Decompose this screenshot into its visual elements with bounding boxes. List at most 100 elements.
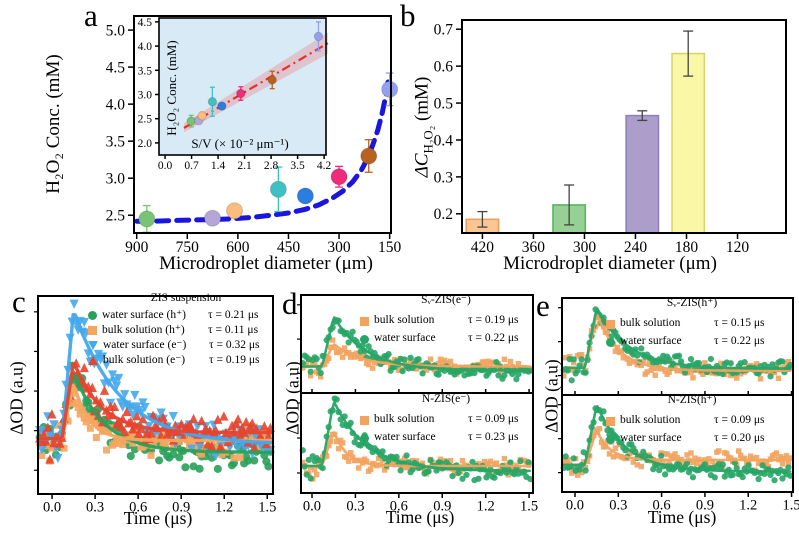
svg-text:3.5: 3.5 — [138, 65, 153, 77]
water-surface-marker-icon — [360, 334, 369, 344]
legend-item: bulk solution τ = 0.19 μs — [360, 312, 532, 330]
legend-tau: τ = 0.32 μs — [209, 338, 260, 351]
legend-label: water surface — [374, 431, 436, 444]
svg-text:3.0: 3.0 — [138, 90, 153, 102]
svg-text:1.2: 1.2 — [477, 498, 495, 514]
svg-text:1.2: 1.2 — [739, 497, 757, 513]
legend-tau: τ = 0.09 μs — [468, 413, 519, 426]
svg-text:0.0: 0.0 — [43, 499, 61, 515]
panel-a-ylabel: H₂O₂ Conc. (mM) — [43, 54, 64, 194]
panel-b-ylabel: ΔCH₂O₂ (mM) — [412, 77, 437, 178]
panel-c-legend: ZIS suspension water surface (h⁺) τ = 0.… — [88, 292, 284, 368]
legend-title: ZIS suspension — [150, 292, 222, 304]
svg-text:3.5: 3.5 — [290, 160, 305, 172]
svg-text:900: 900 — [125, 239, 149, 256]
legend-label: bulk solution — [620, 414, 681, 427]
svg-text:180: 180 — [675, 239, 699, 256]
panel-a-xlabel: Microdroplet diameter (μm) — [159, 253, 373, 274]
legend-tau: τ = 0.09 μs — [714, 414, 765, 427]
svg-text:0.4: 0.4 — [434, 132, 454, 149]
legend-item: water surface τ = 0.22 μs — [606, 333, 778, 351]
svg-text:0.3: 0.3 — [434, 169, 454, 186]
svg-text:600: 600 — [226, 239, 250, 256]
svg-text:5.0: 5.0 — [106, 22, 126, 39]
legend-item: bulk solution (h⁺) τ = 0.11 μs — [88, 323, 284, 338]
svg-text:4.2: 4.2 — [317, 160, 332, 172]
svg-text:4.5: 4.5 — [138, 17, 153, 29]
panel-b-plot: 420 360 300 240 180 120 0.2 0.3 0.4 0.5 0.6 0.7 — [434, 19, 787, 256]
svg-text:2.0: 2.0 — [138, 138, 153, 150]
subpanel-title: Sᵥ-ZIS(h⁺) — [666, 297, 718, 309]
legend-item: bulk solution τ = 0.09 μs — [606, 412, 778, 430]
bulk-solution-marker-icon — [360, 415, 369, 425]
legend-tau: τ = 0.23 μs — [468, 431, 519, 444]
panel-e-ylabel: ΔOD (a.u) — [541, 359, 562, 433]
subpanel-title: Sᵥ-ZIS(e⁻) — [421, 294, 471, 306]
panel-b-ylabel-subscript: H₂O₂ — [420, 125, 436, 154]
svg-text:300: 300 — [573, 239, 597, 256]
panel-e-letter: e — [536, 288, 550, 323]
legend-label: bulk solution — [620, 317, 681, 330]
svg-text:1.4: 1.4 — [211, 160, 226, 172]
svg-text:0.6: 0.6 — [434, 59, 454, 76]
svg-text:0.6: 0.6 — [653, 497, 671, 513]
legend-tau: τ = 0.22 μs — [468, 332, 519, 345]
legend-item: water surface τ = 0.20 μs — [606, 430, 778, 448]
svg-text:2.1: 2.1 — [237, 160, 252, 172]
panel-e-xlabel: Time (μs) — [647, 507, 717, 527]
legend-label: bulk solution (h⁺) — [102, 323, 185, 336]
svg-text:0.2: 0.2 — [434, 206, 453, 223]
panel-c-ylabel: ΔOD (a.u) — [6, 361, 27, 435]
svg-text:4.0: 4.0 — [106, 97, 126, 114]
svg-text:2.5: 2.5 — [106, 208, 126, 225]
subpanel-title: N-ZIS(h⁺) — [667, 394, 717, 406]
legend-tau: τ = 0.20 μs — [714, 432, 765, 445]
legend-tau: τ = 0.11 μs — [208, 323, 259, 336]
svg-text:420: 420 — [471, 239, 495, 256]
panel-b-xlabel: Microdroplet diameter (μm) — [503, 253, 717, 274]
legend-label: water surface — [620, 335, 682, 348]
legend-label: bulk solution (e⁻) — [103, 353, 186, 366]
svg-text:0.5: 0.5 — [434, 95, 454, 112]
svg-text:0.6: 0.6 — [129, 499, 147, 515]
svg-text:120: 120 — [726, 239, 750, 256]
panel-b-ylabel-unit: (mM) — [411, 76, 433, 126]
svg-text:3.0: 3.0 — [106, 171, 126, 188]
svg-text:1.5: 1.5 — [258, 499, 276, 515]
svg-text:2.5: 2.5 — [138, 114, 153, 126]
bulk-solution-marker-icon — [606, 416, 615, 426]
svg-text:4.0: 4.0 — [138, 41, 153, 53]
svg-text:1.5: 1.5 — [782, 497, 799, 513]
svg-text:0.9: 0.9 — [172, 499, 190, 515]
panel-b-letter: b — [400, 0, 416, 33]
bulk-solution-marker-icon — [360, 316, 369, 326]
legend-label: bulk solution — [374, 413, 435, 426]
svg-text:0.0: 0.0 — [303, 498, 321, 514]
water-surface-e-marker-icon — [88, 341, 98, 350]
panel-e-top-legend: Sᵥ-ZIS(h⁺) bulk solution τ = 0.15 μs wat… — [606, 296, 778, 351]
svg-text:2.8: 2.8 — [264, 160, 279, 172]
legend-item: water surface τ = 0.23 μs — [360, 429, 532, 447]
svg-text:3.5: 3.5 — [106, 134, 126, 151]
svg-text:750: 750 — [176, 239, 200, 256]
svg-text:4.5: 4.5 — [106, 60, 126, 77]
water-surface-marker-icon — [606, 337, 615, 347]
legend-item: water surface (h⁺) τ = 0.21 μs — [88, 308, 284, 323]
panel-c-xlabel: Time (μs) — [123, 508, 193, 528]
svg-text:300: 300 — [327, 239, 351, 256]
legend-label: water surface — [374, 332, 436, 345]
panel-d-xlabel: Time (μs) — [385, 507, 455, 527]
svg-text:0.6: 0.6 — [390, 498, 408, 514]
svg-text:0.9: 0.9 — [696, 497, 714, 513]
panel-d-letter: d — [282, 286, 298, 321]
panel-a-inset-xlabel: S/V (× 10⁻² μm⁻¹) — [191, 136, 289, 151]
bulk-solution-e-marker-icon — [88, 356, 98, 365]
bulk-solution-h-marker-icon — [88, 326, 97, 335]
panel-d-bottom-legend: N-ZIS(e⁻) bulk solution τ = 0.09 μs wate… — [360, 392, 532, 447]
legend-item: bulk solution τ = 0.15 μs — [606, 315, 778, 333]
panel-e-bottom-legend: N-ZIS(h⁺) bulk solution τ = 0.09 μs wate… — [606, 393, 778, 448]
svg-text:0.7: 0.7 — [184, 160, 199, 172]
legend-tau: τ = 0.21 μs — [208, 308, 259, 321]
svg-text:1.2: 1.2 — [215, 499, 233, 515]
